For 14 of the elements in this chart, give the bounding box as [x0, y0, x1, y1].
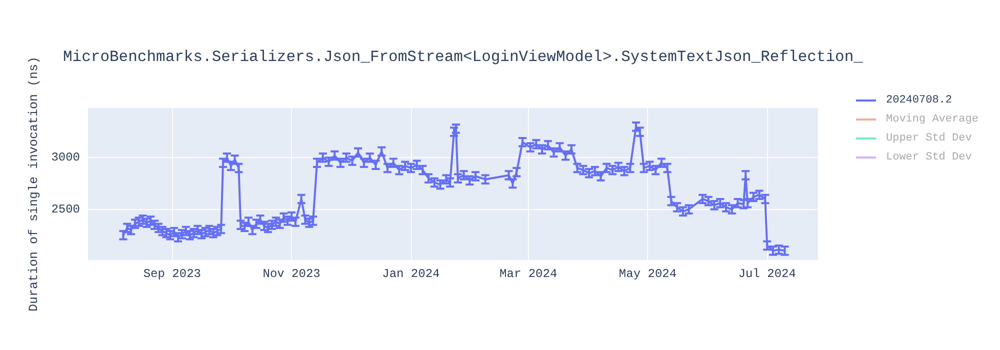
- x-tick-label: Jan 2024: [382, 267, 440, 281]
- x-tick-label: Nov 2023: [262, 267, 320, 281]
- x-tick-label: Jul 2024: [738, 267, 796, 281]
- y-tick-label: 2500: [51, 202, 80, 216]
- x-tick-label: Mar 2024: [500, 267, 558, 281]
- y-axis-title: Duration of single invocation (ns): [26, 56, 41, 312]
- x-tick-label: May 2024: [618, 267, 677, 281]
- legend-label: 20240708.2: [886, 94, 952, 106]
- y-tick-label: 3000: [51, 150, 80, 165]
- chart-title: MicroBenchmarks.Serializers.Json_FromStream<LoginViewModel>.SystemTextJson_Reflection_: [63, 48, 864, 66]
- legend-label: Moving Average: [886, 114, 978, 126]
- legend-label: Lower Std Dev: [886, 152, 972, 164]
- x-tick-label: Sep 2023: [143, 267, 201, 281]
- legend-label: Upper Std Dev: [886, 132, 972, 144]
